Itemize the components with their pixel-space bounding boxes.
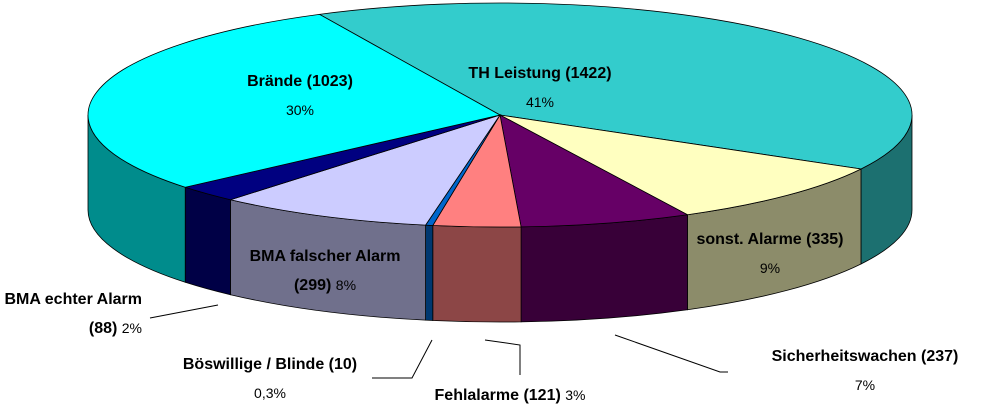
category-label: Böswillige / Blinde (10) <box>182 356 358 373</box>
category-label: sonst. Alarme (335) <box>696 231 844 248</box>
percent-label: 2% <box>121 320 142 336</box>
category-label: Brände (1023) <box>247 73 353 90</box>
slice-side <box>425 224 434 321</box>
slice-side <box>184 186 231 296</box>
slice-label: sonst. Alarme (335) 9% <box>690 226 850 283</box>
percent-label: 30% <box>285 102 315 118</box>
slice <box>318 2 913 170</box>
slice <box>499 114 863 216</box>
leader-line <box>484 339 521 375</box>
slice-side <box>520 214 688 323</box>
leader-line <box>372 339 433 379</box>
slice-label: BMA falscher Alarm (299) 8% <box>240 243 410 300</box>
slice-label: Böswillige / Blinde (10) 0,3% <box>165 351 375 408</box>
leader-line <box>614 334 728 373</box>
category-label: Fehlalarme (121) <box>434 387 561 404</box>
category-label: BMA falscher Alarm (299) <box>249 248 401 294</box>
category-label: Sicherheitswachen (237) <box>771 348 959 365</box>
category-label: TH Leistung (1422) <box>468 65 612 82</box>
slice <box>228 114 501 226</box>
slice-label: Fehlalarme (121) 3% <box>380 381 640 408</box>
slice <box>87 13 502 188</box>
slice-side <box>432 225 522 323</box>
leader-line <box>149 304 219 319</box>
percent-label: 3% <box>565 387 586 403</box>
slice-label: Brände (1023) 30% <box>200 68 400 124</box>
percent-label: 41% <box>525 94 555 110</box>
slice-label: TH Leistung (1422) 41% <box>410 60 670 116</box>
percent-label: 0,3% <box>254 385 286 401</box>
slice-label: Sicherheitswachen (237) 7% <box>725 343 1004 399</box>
percent-label: 9% <box>759 260 781 276</box>
percent-label: 8% <box>335 277 357 293</box>
category-label: BMA echter Alarm (88) <box>4 291 142 337</box>
slice-label: BMA echter Alarm (88) 2% <box>2 286 142 343</box>
slice <box>499 114 689 228</box>
percent-label: 7% <box>854 377 876 393</box>
